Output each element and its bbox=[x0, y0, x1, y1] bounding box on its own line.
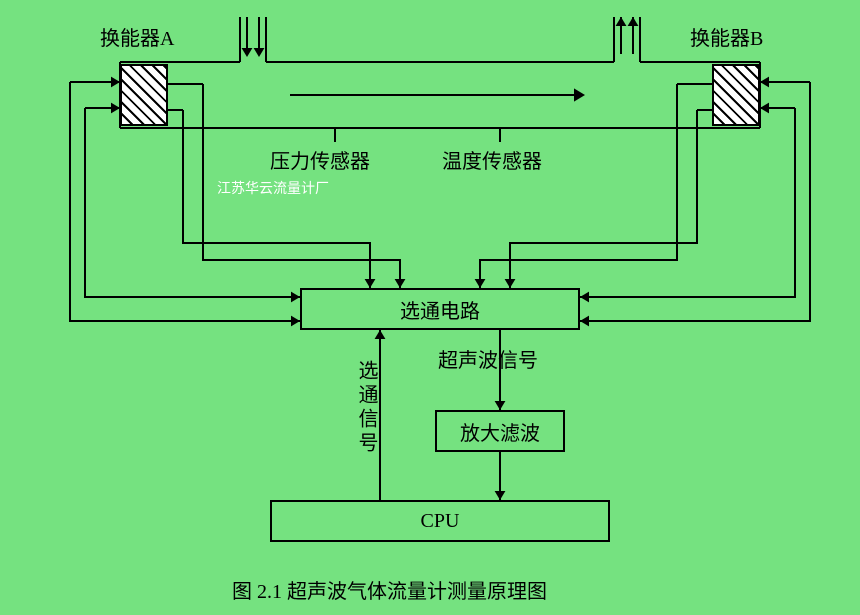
amp-filter-text: 放大滤波 bbox=[460, 417, 540, 446]
transducer-a-block bbox=[120, 64, 168, 126]
amp-filter-box: 放大滤波 bbox=[435, 410, 565, 452]
cpu-text: CPU bbox=[421, 510, 460, 533]
transducer-b-label: 换能器B bbox=[690, 22, 763, 51]
transducer-a-label: 换能器A bbox=[100, 22, 174, 51]
pressure-sensor-label: 压力传感器 bbox=[270, 145, 370, 174]
watermark-label: 江苏华云流量计厂 bbox=[217, 178, 329, 198]
figure-caption: 图 2.1 超声波气体流量计测量原理图 bbox=[232, 575, 547, 604]
diagram-canvas: 换能器A 换能器B 压力传感器 温度传感器 江苏华云流量计厂 超声波信号 选通信… bbox=[0, 0, 860, 615]
gating-circuit-text: 选通电路 bbox=[400, 295, 480, 324]
gating-signal-label: 选通信号 bbox=[352, 360, 381, 456]
gating-circuit-box: 选通电路 bbox=[300, 288, 580, 330]
cpu-box: CPU bbox=[270, 500, 610, 542]
ultrasonic-signal-label: 超声波信号 bbox=[438, 344, 538, 373]
temperature-sensor-label: 温度传感器 bbox=[442, 145, 542, 174]
transducer-b-block bbox=[712, 64, 760, 126]
